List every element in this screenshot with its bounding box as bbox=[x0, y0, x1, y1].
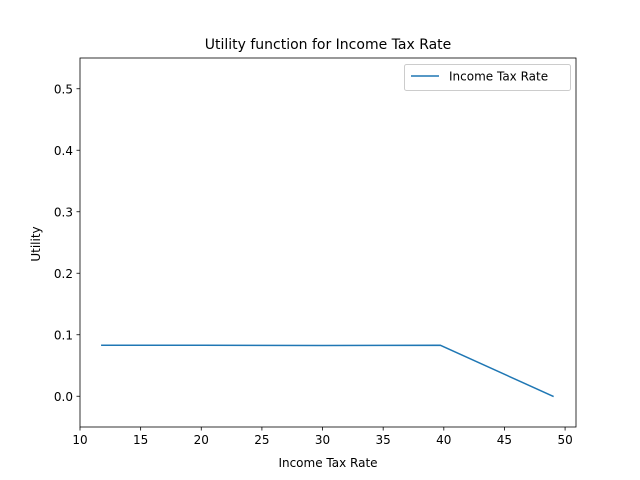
y-axis-label: Utility bbox=[29, 226, 43, 261]
x-tick-label: 25 bbox=[254, 433, 269, 447]
y-tick-label: 0.2 bbox=[54, 267, 73, 281]
x-tick-label: 50 bbox=[557, 433, 572, 447]
x-tick-label: 45 bbox=[497, 433, 512, 447]
y-tick-label: 0.5 bbox=[54, 82, 73, 96]
legend: Income Tax Rate bbox=[404, 64, 571, 91]
legend-frame bbox=[404, 64, 571, 91]
x-tick-label: 20 bbox=[194, 433, 209, 447]
axes-frame bbox=[79, 57, 577, 428]
x-tick-label: 30 bbox=[315, 433, 330, 447]
series-line-1 bbox=[101, 344, 554, 398]
x-tick-label: 40 bbox=[436, 433, 451, 447]
x-tick-label: 10 bbox=[72, 433, 87, 447]
legend-label: Income Tax Rate bbox=[449, 70, 548, 84]
y-tick-label: 0.3 bbox=[54, 205, 73, 219]
y-tick-label: 0.4 bbox=[54, 144, 73, 158]
chart-title: Utility function for Income Tax Rate bbox=[205, 37, 452, 53]
plot-area bbox=[101, 344, 554, 398]
axes: 10 15 20 25 30 35 40 45 50 0.0 0.1 0.2 0.3 0.4 0.5 bbox=[54, 57, 577, 447]
y-tick-label: 0.0 bbox=[54, 390, 73, 404]
y-tick-label: 0.1 bbox=[54, 328, 73, 342]
x-tick-label: 15 bbox=[133, 433, 148, 447]
x-axis-label: Income Tax Rate bbox=[278, 456, 377, 470]
x-tick-label: 35 bbox=[376, 433, 391, 447]
